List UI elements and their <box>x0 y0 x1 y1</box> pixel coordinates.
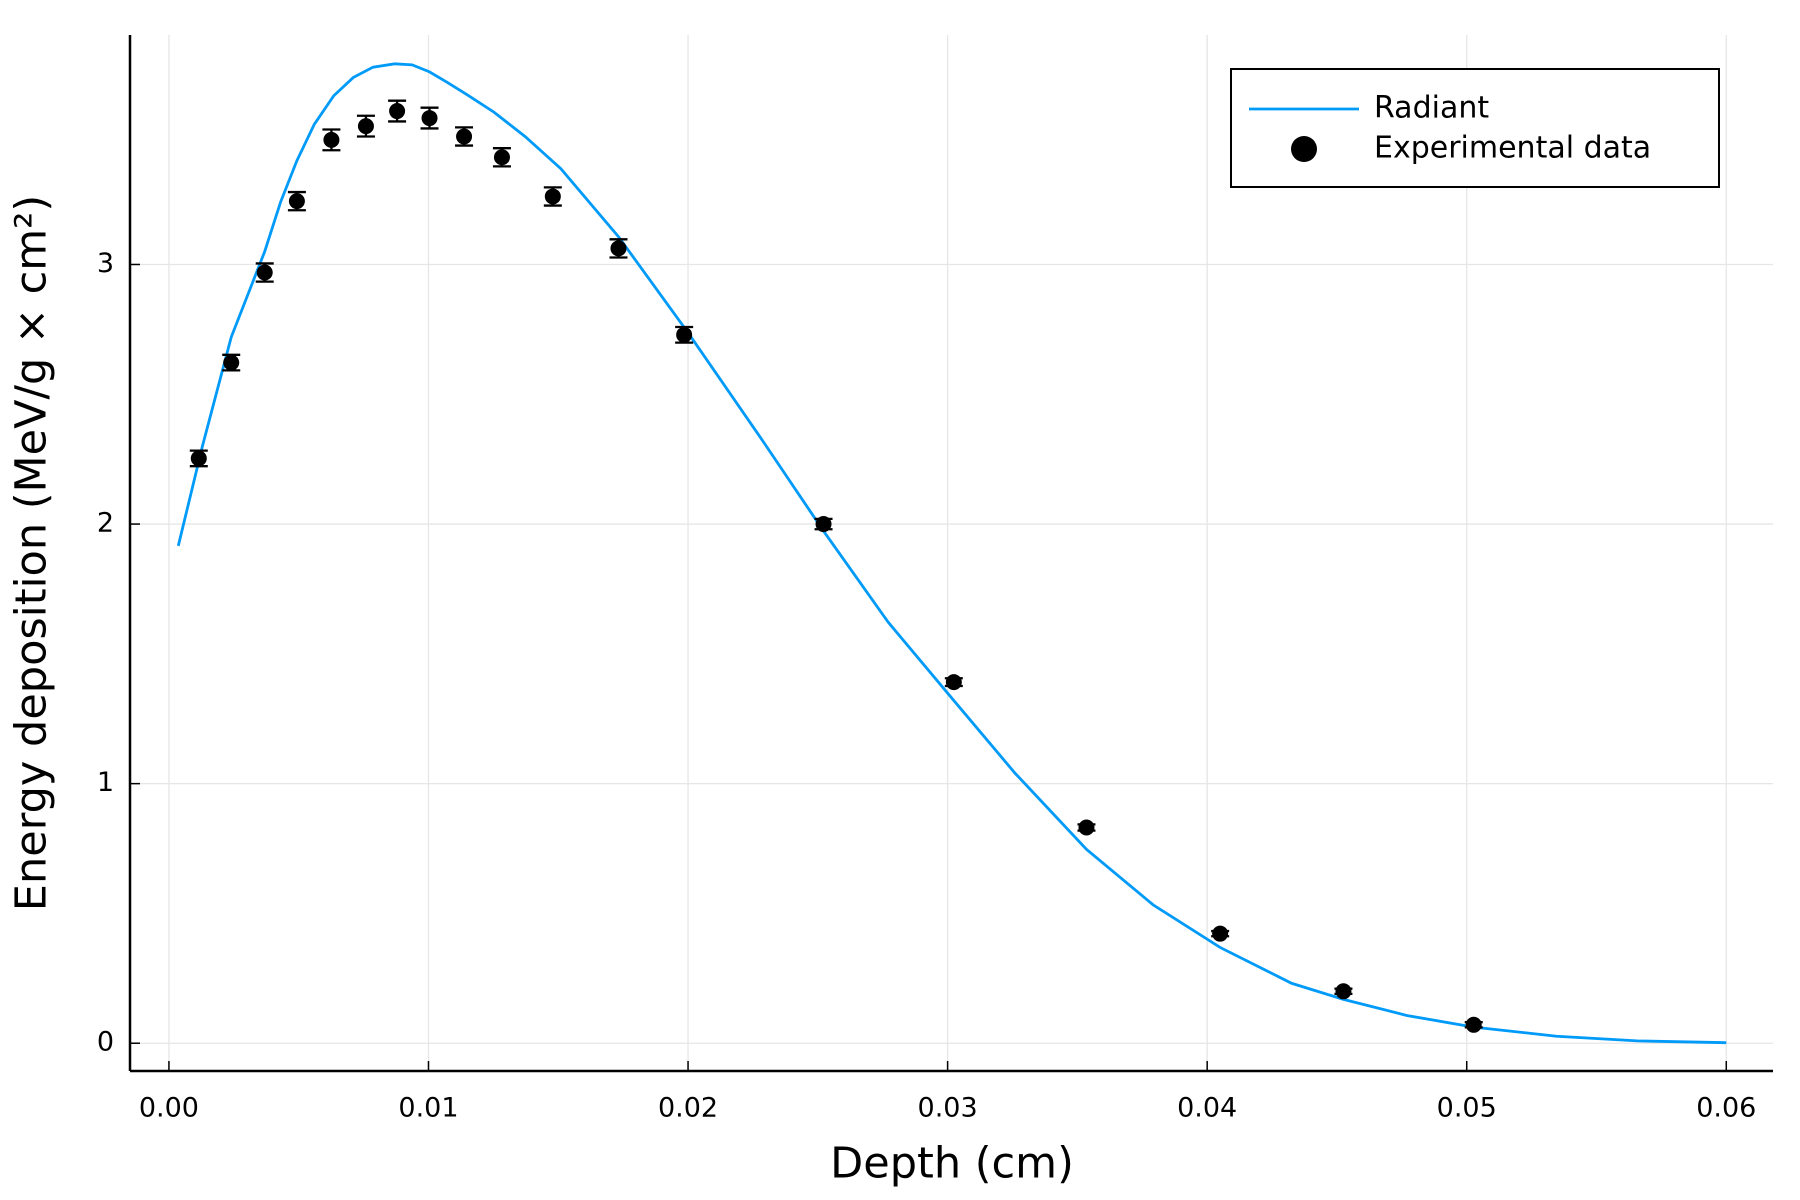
x-tick-label: 0.06 <box>1696 1093 1756 1124</box>
data-point <box>815 516 832 533</box>
legend-swatch <box>1291 136 1317 162</box>
x-tick-label: 0.05 <box>1437 1093 1497 1124</box>
x-tick-label: 0.02 <box>658 1093 718 1124</box>
x-tick-label: 0.03 <box>918 1093 978 1124</box>
data-point <box>323 131 340 148</box>
y-tick-label: 1 <box>97 767 114 798</box>
data-point <box>389 103 406 120</box>
data-point <box>1078 819 1095 836</box>
legend-label: Experimental data <box>1374 131 1651 166</box>
data-point <box>544 188 561 205</box>
data-line <box>176 62 1727 1045</box>
y-axis-label: Energy deposition (MeV/g × cm²) <box>7 195 57 911</box>
data-point <box>256 264 273 281</box>
y-tick-label: 0 <box>97 1027 114 1058</box>
data-point <box>1465 1016 1482 1033</box>
data-point <box>945 674 962 691</box>
data-point <box>190 450 207 467</box>
data-point <box>421 110 438 127</box>
x-axis-label: Depth (cm) <box>830 1139 1074 1189</box>
data-point <box>610 240 627 257</box>
y-tick-label: 3 <box>97 248 114 279</box>
data-point <box>493 149 510 166</box>
y-tick-label: 2 <box>97 508 114 539</box>
legend-box <box>1230 68 1720 188</box>
data-point <box>357 118 374 135</box>
data-point <box>676 326 693 343</box>
x-tick-label: 0.04 <box>1177 1093 1237 1124</box>
x-tick-label: 0.01 <box>398 1093 458 1124</box>
data-point <box>1212 925 1229 942</box>
data-point <box>1335 983 1352 1000</box>
data-point <box>288 193 305 210</box>
data-point <box>223 354 240 371</box>
x-tick-label: 0.00 <box>139 1093 199 1124</box>
legend-label: Radiant <box>1374 91 1489 126</box>
data-point <box>456 128 473 145</box>
